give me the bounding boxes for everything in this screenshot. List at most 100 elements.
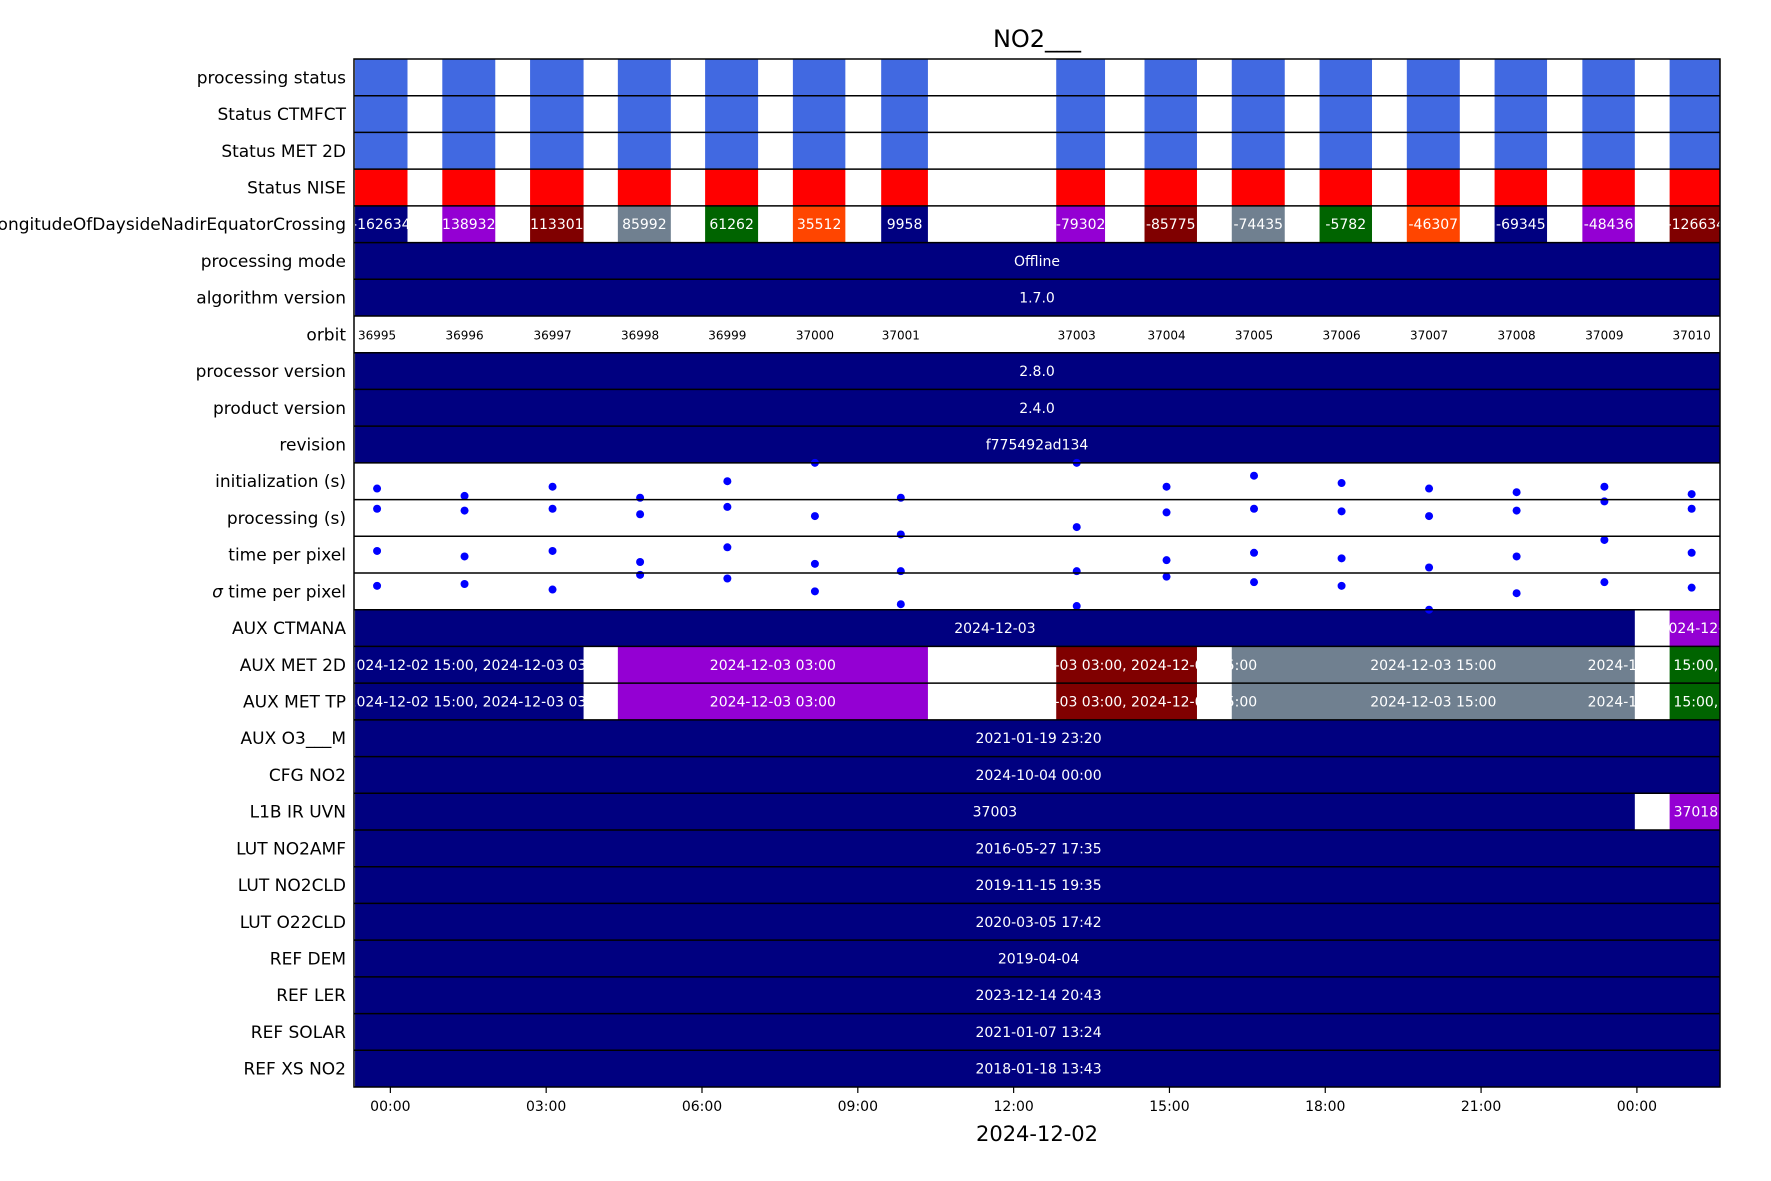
bar-label: Offline (1014, 254, 1060, 270)
data-point (1072, 602, 1081, 611)
timeline-bar (1144, 59, 1197, 96)
bar-label: 1.7.0 (1019, 291, 1055, 307)
timeline-bar (355, 205, 408, 243)
timeline-bar (792, 132, 846, 170)
timeline-bar (617, 59, 671, 96)
bar-label: 2.4.0 (1019, 401, 1055, 417)
timeline-bar (1231, 95, 1285, 133)
bar-label: 138932 (442, 217, 495, 233)
data-point (636, 570, 645, 579)
x-tick-label: 15:00 (1149, 1099, 1189, 1115)
timeline-bar (1144, 169, 1197, 206)
bar-label: 113301 (530, 217, 583, 233)
timeline-bar (1231, 205, 1285, 243)
timeline-bar (617, 683, 928, 720)
timeline-bar (355, 646, 584, 684)
data-point (460, 552, 469, 561)
data-point (1072, 567, 1081, 576)
bar-label: 2.8.0 (1019, 364, 1055, 380)
timeline-bar (355, 830, 1720, 867)
bar-label: 2024-12-03 15:00 (1370, 695, 1496, 711)
data-point (460, 491, 469, 500)
timeline-bar (530, 169, 584, 206)
data-point (1600, 497, 1609, 506)
timeline-bar (1231, 59, 1285, 96)
timeline-bar (1056, 646, 1197, 684)
timeline-bar (1494, 169, 1548, 206)
data-point (1250, 548, 1259, 557)
row-label: initialization (s) (215, 472, 346, 492)
orbit-number: 37003 (1058, 328, 1096, 342)
data-point (636, 493, 645, 502)
x-tick-label: 18:00 (1305, 1099, 1345, 1115)
bar-label: 37018 (1674, 805, 1719, 821)
bar-label: 2021-01-07 13:24 (975, 1025, 1101, 1041)
timeline-bar (1669, 95, 1720, 133)
row-label: L1B IR UVN (250, 803, 346, 823)
data-point (1512, 506, 1521, 515)
timeline-bar (1669, 59, 1720, 96)
data-point (373, 546, 382, 555)
timeline-bar (355, 426, 1720, 463)
data-point (810, 512, 819, 521)
bar-label: 2019-04-04 (998, 952, 1079, 968)
timeline-bar (792, 59, 846, 96)
bar-label: 35512 (797, 217, 842, 233)
bar-label: 2024-12-03 03:00, 2024-12-03 15:00 (996, 658, 1257, 674)
bar-label: -85775 (1146, 217, 1196, 233)
timeline-bar (881, 205, 928, 243)
data-point (548, 504, 557, 513)
timeline-bar (1494, 205, 1548, 243)
timeline-bar (1669, 132, 1720, 170)
timeline-bar (1231, 646, 1635, 684)
x-tick-label: 09:00 (838, 1099, 878, 1115)
orbit-number: 36996 (445, 328, 483, 342)
data-point (636, 557, 645, 566)
data-point (1687, 490, 1696, 499)
bar-label: 2024-12-03 (954, 621, 1035, 637)
row-label: orbit (306, 325, 346, 345)
orbit-number: 36998 (621, 328, 659, 342)
timeline-bar (881, 169, 928, 206)
timeline-bar (530, 205, 584, 243)
timeline-bar (1231, 169, 1285, 206)
row-label: AUX CTMANA (232, 619, 346, 639)
timeline-bar (1494, 95, 1548, 133)
data-point (636, 510, 645, 519)
timeline-bar (355, 169, 408, 206)
orbit-number: 37007 (1410, 328, 1448, 342)
orbit-number: 37004 (1147, 328, 1185, 342)
plot-frame (353, 58, 1721, 1088)
timeline-bar (881, 95, 928, 133)
timeline-bar (530, 132, 584, 170)
timeline-bar (792, 205, 846, 243)
timeline-bar (617, 95, 671, 133)
orbit-number: 36995 (358, 328, 396, 342)
timeline-bar (355, 389, 1720, 427)
timeline-bar (1056, 205, 1106, 243)
timeline-bar (617, 169, 671, 206)
timeline-bar (1582, 59, 1635, 96)
timeline-bar (1319, 205, 1373, 243)
timeline-bar (617, 646, 928, 684)
timeline-bar (1669, 205, 1720, 243)
data-point (1162, 508, 1171, 517)
orbit-number: 37006 (1322, 328, 1360, 342)
bar-label: 2016-05-27 17:35 (975, 841, 1101, 857)
timeline-bar (1582, 95, 1635, 133)
chart-title: NO2___ (993, 25, 1082, 53)
orbit-number: 36999 (708, 328, 746, 342)
bar-label: 2024-12-03 03:00 (710, 695, 836, 711)
timeline-bar (355, 903, 1720, 941)
timeline-bar (1406, 95, 1460, 133)
bar-label: 2024-12-03 03:00, 2024-12-03 15:00 (996, 695, 1257, 711)
row-label: AUX MET 2D (240, 656, 346, 676)
timeline-bar (1494, 132, 1548, 170)
bar-label: 37003 (973, 805, 1018, 821)
bar-label: 2024-12-0 (1660, 621, 1732, 637)
timeline-bar (881, 132, 928, 170)
timeline-bar (1582, 205, 1635, 243)
bar-label: -5782 (1325, 217, 1366, 233)
timeline-bar (617, 205, 671, 243)
